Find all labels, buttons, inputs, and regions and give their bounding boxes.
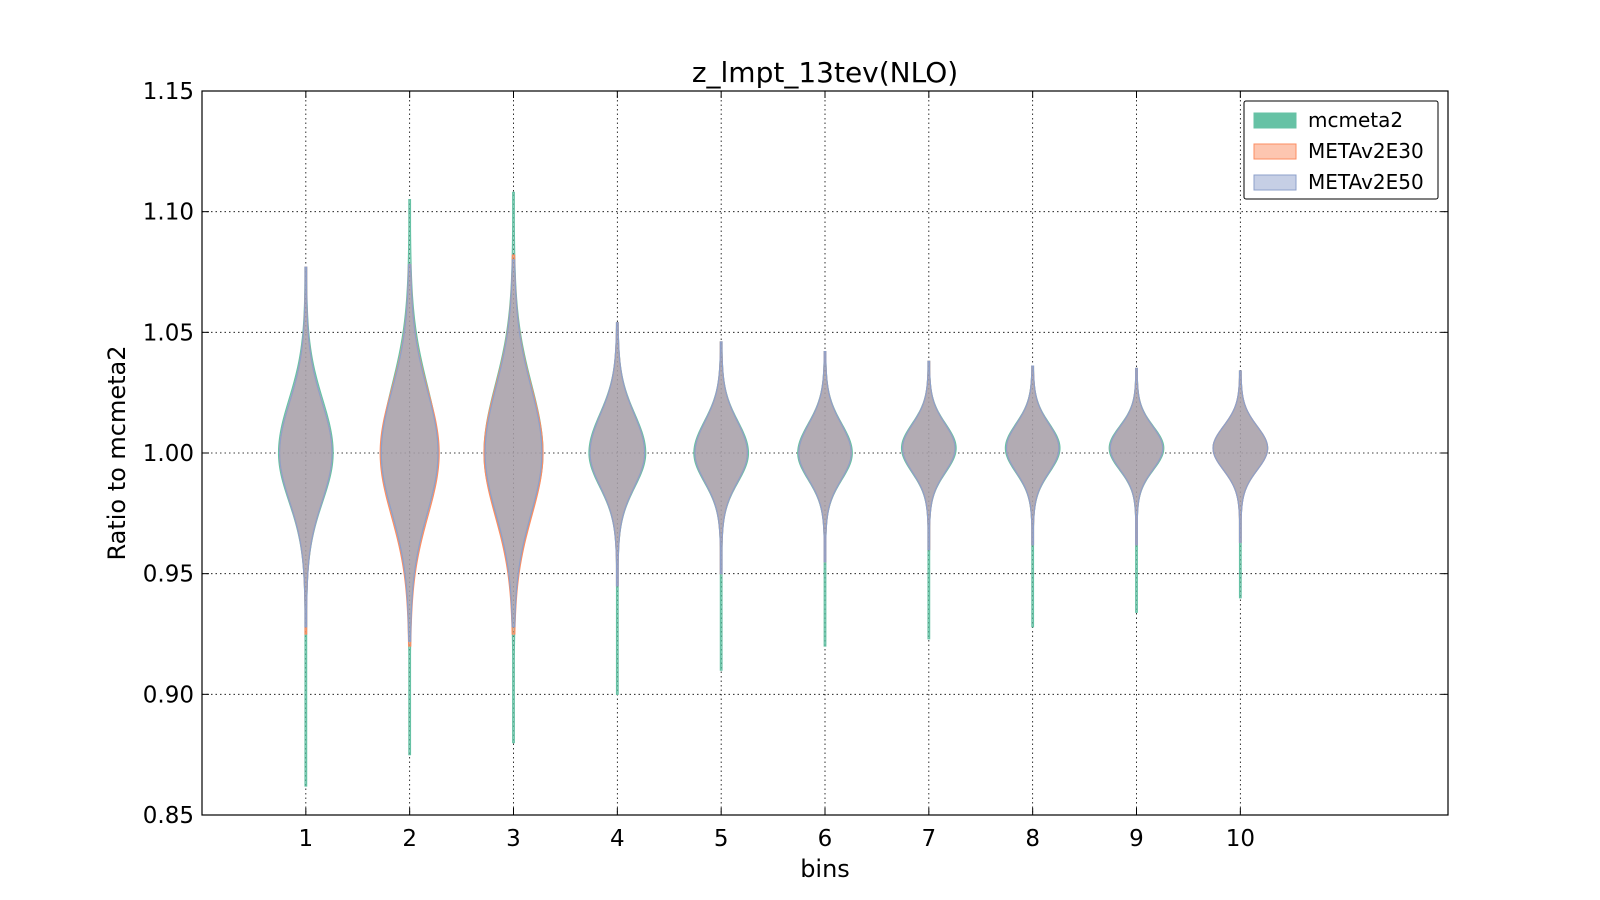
violins bbox=[277, 191, 1269, 787]
x-tick-label: 10 bbox=[1226, 826, 1255, 852]
x-tick-label: 9 bbox=[1129, 826, 1144, 852]
violin-shape bbox=[589, 322, 646, 587]
x-tick-label: 3 bbox=[506, 826, 521, 852]
y-tick-label: 1.05 bbox=[143, 320, 194, 346]
legend-label: METAv2E50 bbox=[1308, 170, 1424, 194]
x-axis-label: bins bbox=[800, 855, 850, 883]
y-tick-label: 0.90 bbox=[143, 682, 194, 708]
legend-swatch bbox=[1253, 143, 1297, 160]
violin-shape bbox=[279, 266, 333, 628]
axis-ticks: 0.85 0.90 0.95 1.00 1.05 1.10 1.15 1 2 3 4 5 6 7 8 9 10 bbox=[143, 79, 1448, 852]
violin-shape bbox=[1212, 370, 1269, 543]
y-axis-label: Ratio to mcmeta2 bbox=[103, 345, 131, 560]
violin-shape bbox=[902, 360, 956, 551]
x-tick-label: 8 bbox=[1025, 826, 1040, 852]
x-tick-label: 2 bbox=[402, 826, 417, 852]
violin-shape bbox=[694, 341, 748, 575]
violin-shape bbox=[484, 259, 543, 628]
x-tick-label: 5 bbox=[714, 826, 729, 852]
violin-shape bbox=[1005, 365, 1060, 546]
violin-shape bbox=[798, 351, 852, 563]
legend-label: METAv2E30 bbox=[1308, 139, 1424, 163]
violin-shape bbox=[380, 264, 439, 642]
x-tick-label: 4 bbox=[610, 826, 625, 852]
legend-swatch bbox=[1253, 174, 1297, 191]
legend-swatch bbox=[1253, 112, 1297, 129]
violin-series bbox=[279, 259, 1269, 642]
legend-label: mcmeta2 bbox=[1308, 108, 1403, 132]
y-tick-label: 0.95 bbox=[143, 562, 194, 588]
x-tick-label: 7 bbox=[922, 826, 937, 852]
y-tick-label: 1.10 bbox=[143, 200, 194, 226]
y-tick-label: 0.85 bbox=[143, 803, 194, 829]
y-tick-label: 1.15 bbox=[143, 79, 194, 105]
violin-shape bbox=[1109, 367, 1164, 546]
y-tick-label: 1.00 bbox=[143, 441, 194, 467]
chart-title: z_lmpt_13tev(NLO) bbox=[692, 56, 958, 89]
x-tick-label: 1 bbox=[299, 826, 314, 852]
legend: mcmeta2 METAv2E30 METAv2E50 bbox=[1243, 100, 1439, 200]
x-tick-label: 6 bbox=[818, 826, 833, 852]
